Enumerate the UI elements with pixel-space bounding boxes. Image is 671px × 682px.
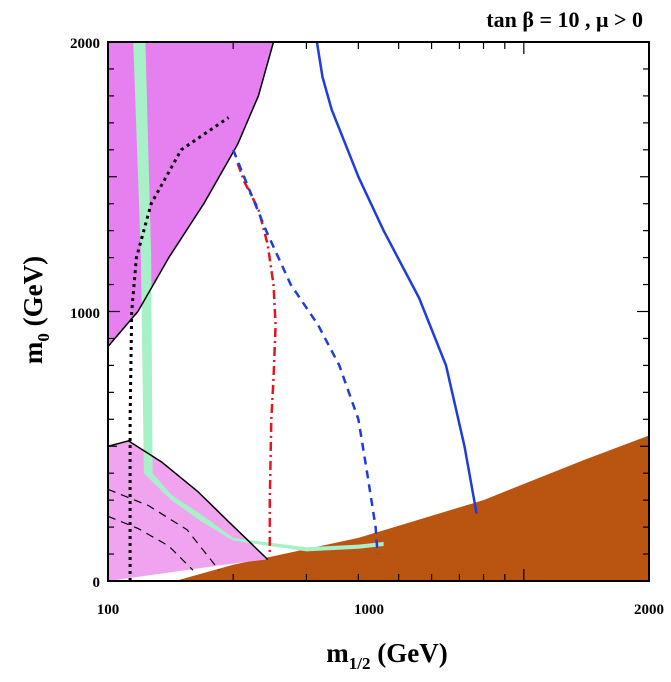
g-minus-2-upper-contour xyxy=(315,42,478,514)
b-to-s-gamma-boundary xyxy=(108,440,269,560)
shaded-regions xyxy=(108,42,649,581)
interior-dashed-contour-1 xyxy=(108,488,220,571)
y-axis-title: m0 (GeV) xyxy=(18,256,53,364)
x-tick-label-2000: 2000 xyxy=(634,602,664,618)
y-tick-label-1000: 1000 xyxy=(70,306,100,322)
chart-title: tan β = 10 , μ > 0 xyxy=(486,7,643,32)
higgs-mass-limit xyxy=(236,162,277,554)
charged-LSP-region xyxy=(175,435,649,581)
x-tick-label-1000: 1000 xyxy=(354,602,384,618)
g-minus-2-lower-contour xyxy=(232,149,379,555)
interior-dashed-contour-2 xyxy=(108,515,194,571)
x-axis-title: m1/2 (GeV) xyxy=(326,638,447,673)
x-tick-label-100: 100 xyxy=(97,602,120,618)
y-tick-label-2000: 2000 xyxy=(70,36,100,52)
y-tick-label-0: 0 xyxy=(93,575,101,591)
no-EWSB-boundary xyxy=(108,42,275,347)
chargino-mass-limit xyxy=(128,116,230,581)
contour-lines xyxy=(108,42,478,581)
plot-frame xyxy=(107,41,650,582)
